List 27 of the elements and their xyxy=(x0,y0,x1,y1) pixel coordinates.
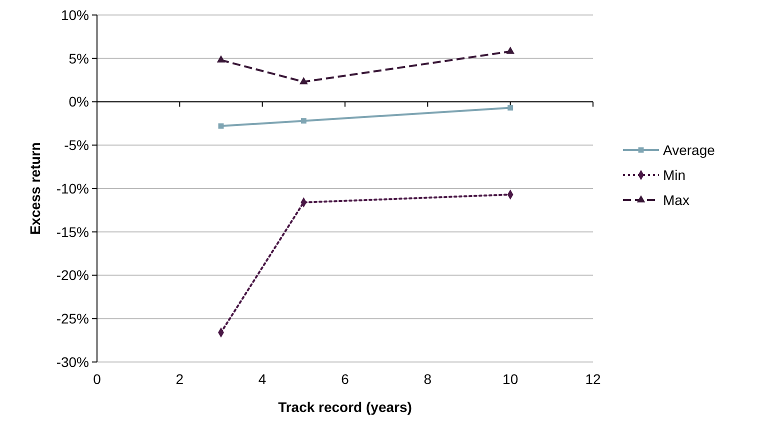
x-tick-label: 12 xyxy=(585,371,601,387)
x-axis-title: Track record (years) xyxy=(278,399,412,415)
y-tick-label: -10% xyxy=(56,180,89,196)
legend-label: Average xyxy=(663,142,716,158)
x-tick-label: 0 xyxy=(93,371,102,387)
point xyxy=(218,123,224,129)
y-tick-label: 0% xyxy=(68,94,89,110)
point xyxy=(506,46,514,54)
y-tick-label: -30% xyxy=(56,354,89,370)
x-tick-label: 6 xyxy=(341,371,350,387)
y-tick-label: -20% xyxy=(56,267,89,284)
point xyxy=(300,118,306,124)
y-tick-label: -15% xyxy=(56,224,89,240)
x-tick-label: 10 xyxy=(502,371,518,387)
point xyxy=(508,105,514,111)
point xyxy=(300,76,308,84)
y-tick-label: 10% xyxy=(60,6,89,23)
x-tick-label: 2 xyxy=(176,371,184,387)
legend-label: Min xyxy=(663,166,686,183)
x-tick-label: 4 xyxy=(258,371,266,387)
y-tick-label: -25% xyxy=(56,310,89,327)
legend-label: Max xyxy=(663,192,690,208)
point xyxy=(216,55,226,63)
y-tick-label: -5% xyxy=(64,137,89,154)
x-tick-label: 8 xyxy=(424,371,432,387)
y-tick-label: 5% xyxy=(68,50,89,66)
y-axis-title: Excess return xyxy=(27,142,43,235)
